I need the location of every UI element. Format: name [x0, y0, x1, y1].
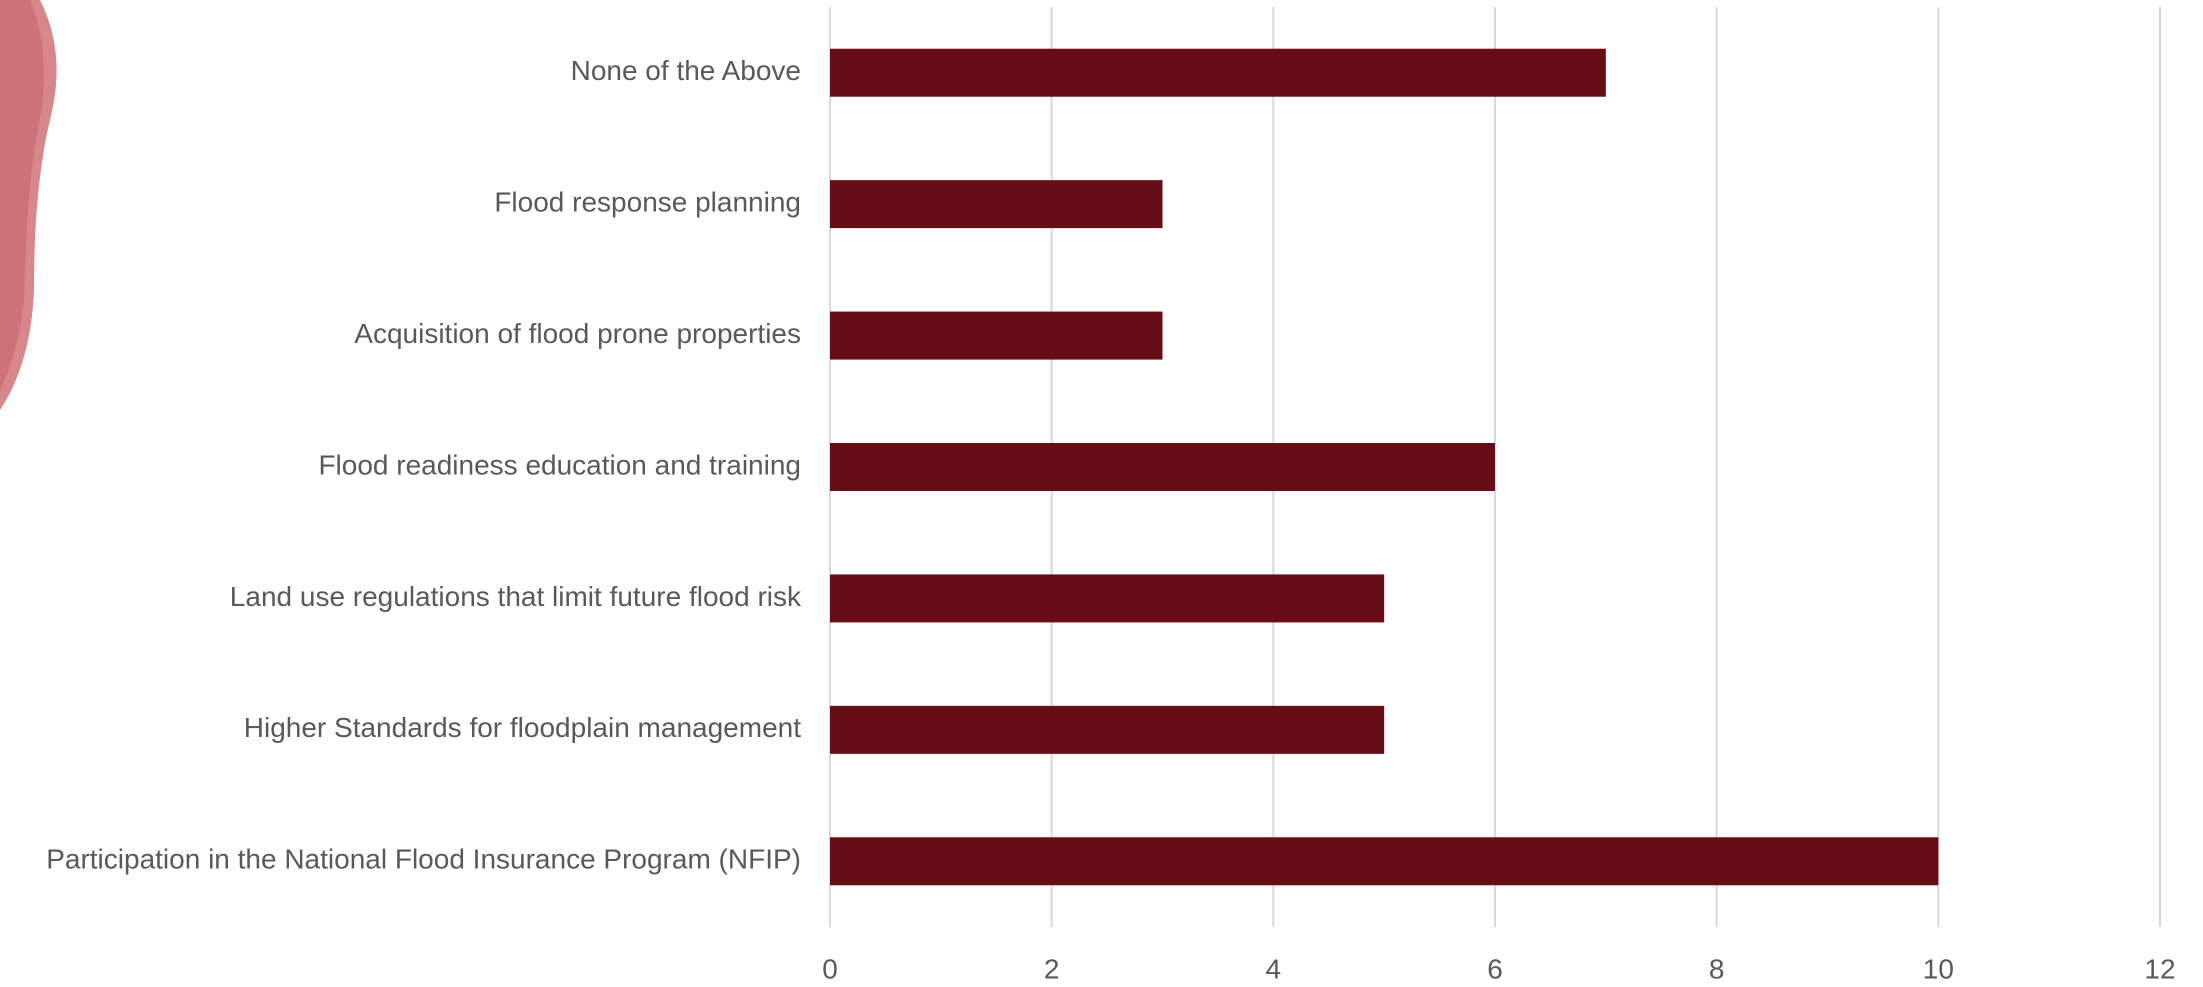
bar — [830, 705, 1385, 754]
x-tick-label: 10 — [1923, 953, 1954, 984]
y-tick-label: Land use regulations that limit future f… — [230, 581, 802, 612]
bar — [830, 443, 1495, 491]
x-tick-label: 8 — [1709, 953, 1725, 984]
x-tick-label: 4 — [1266, 953, 1282, 984]
decoration — [0, 0, 44, 390]
x-tick-label: 0 — [822, 953, 838, 984]
y-tick-label: None of the Above — [571, 55, 801, 86]
bar — [830, 311, 1163, 360]
x-tick-label: 2 — [1044, 953, 1060, 984]
bar — [830, 180, 1163, 229]
x-tick-label: 6 — [1487, 953, 1503, 984]
y-tick-label: Flood response planning — [494, 187, 801, 218]
y-tick-label: Participation in the National Flood Insu… — [46, 844, 801, 875]
bar — [830, 837, 1939, 886]
bar — [830, 574, 1385, 623]
y-tick-label: Flood readiness education and training — [318, 449, 801, 480]
bar — [830, 48, 1606, 97]
x-tick-label: 12 — [2144, 953, 2175, 984]
y-tick-label: Acquisition of flood prone properties — [354, 318, 801, 349]
y-tick-label: Higher Standards for floodplain manageme… — [244, 712, 801, 743]
